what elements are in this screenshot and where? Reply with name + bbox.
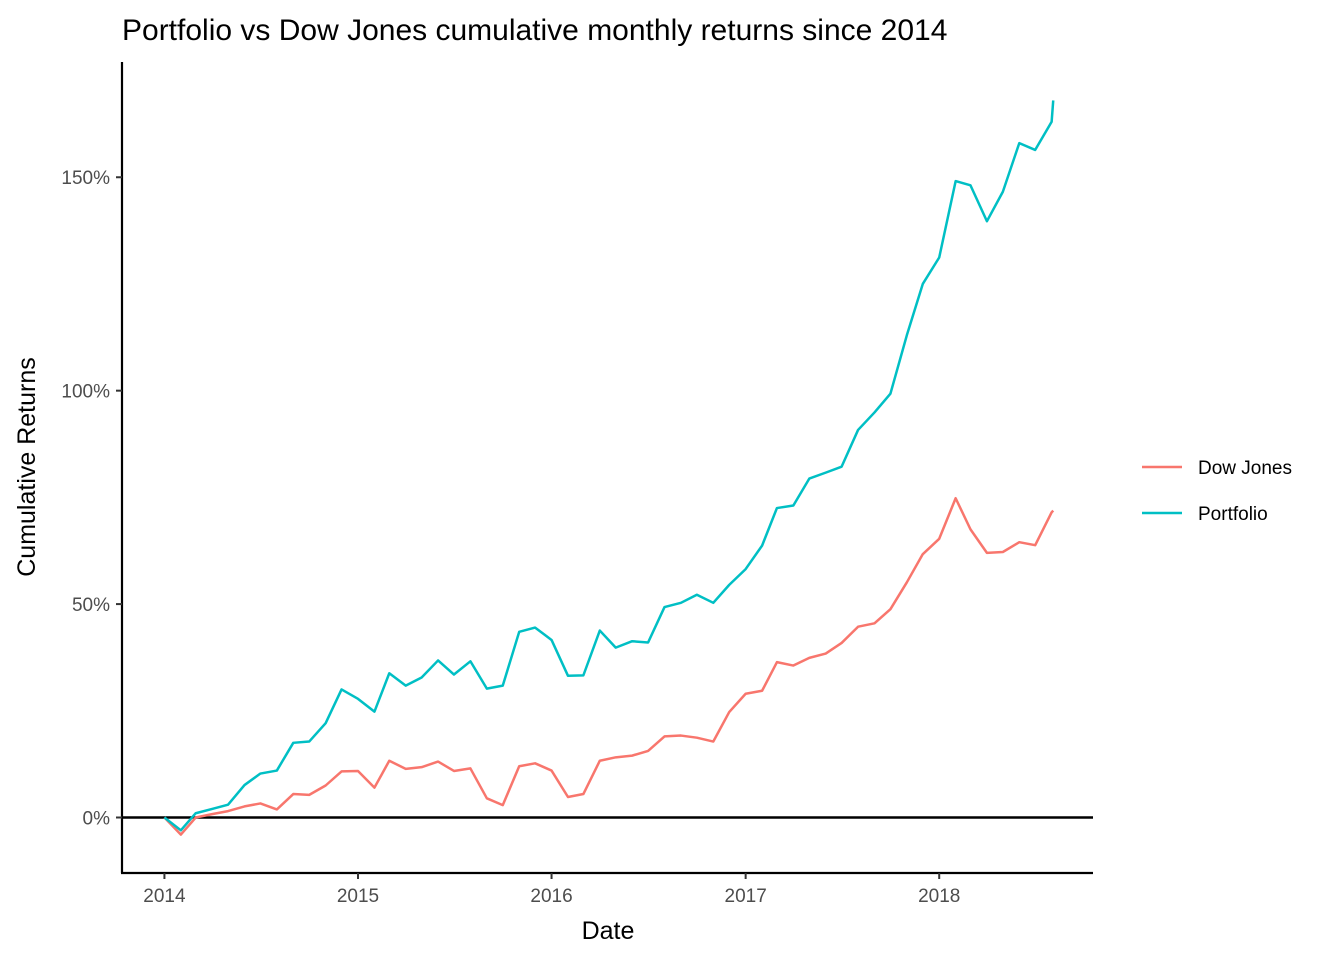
x-axis-title: Date bbox=[582, 917, 635, 945]
x-tick-label: 2017 bbox=[725, 886, 767, 907]
series-line-dow-jones bbox=[163, 496, 1055, 836]
x-tick-label: 2018 bbox=[918, 886, 960, 907]
x-tick-label: 2015 bbox=[337, 886, 379, 907]
plot-area: 0% 50% 100% 150% 2014 2015 2016 2017 2018 bbox=[61, 62, 1093, 907]
legend-label: Dow Jones bbox=[1198, 458, 1292, 479]
series-line-portfolio bbox=[163, 100, 1055, 832]
legend-label: Portfolio bbox=[1198, 504, 1268, 525]
y-tick-label: 150% bbox=[61, 168, 110, 189]
y-axis-title: Cumulative Returns bbox=[13, 357, 41, 577]
chart-title: Portfolio vs Dow Jones cumulative monthl… bbox=[122, 14, 947, 47]
x-tick-label: 2016 bbox=[530, 886, 572, 907]
y-tick-label: 0% bbox=[83, 809, 111, 830]
y-tick-label: 100% bbox=[61, 382, 110, 403]
x-tick-label: 2014 bbox=[143, 886, 186, 907]
y-tick-label: 50% bbox=[72, 595, 110, 616]
legend: Dow Jones Portfolio bbox=[1142, 458, 1292, 525]
